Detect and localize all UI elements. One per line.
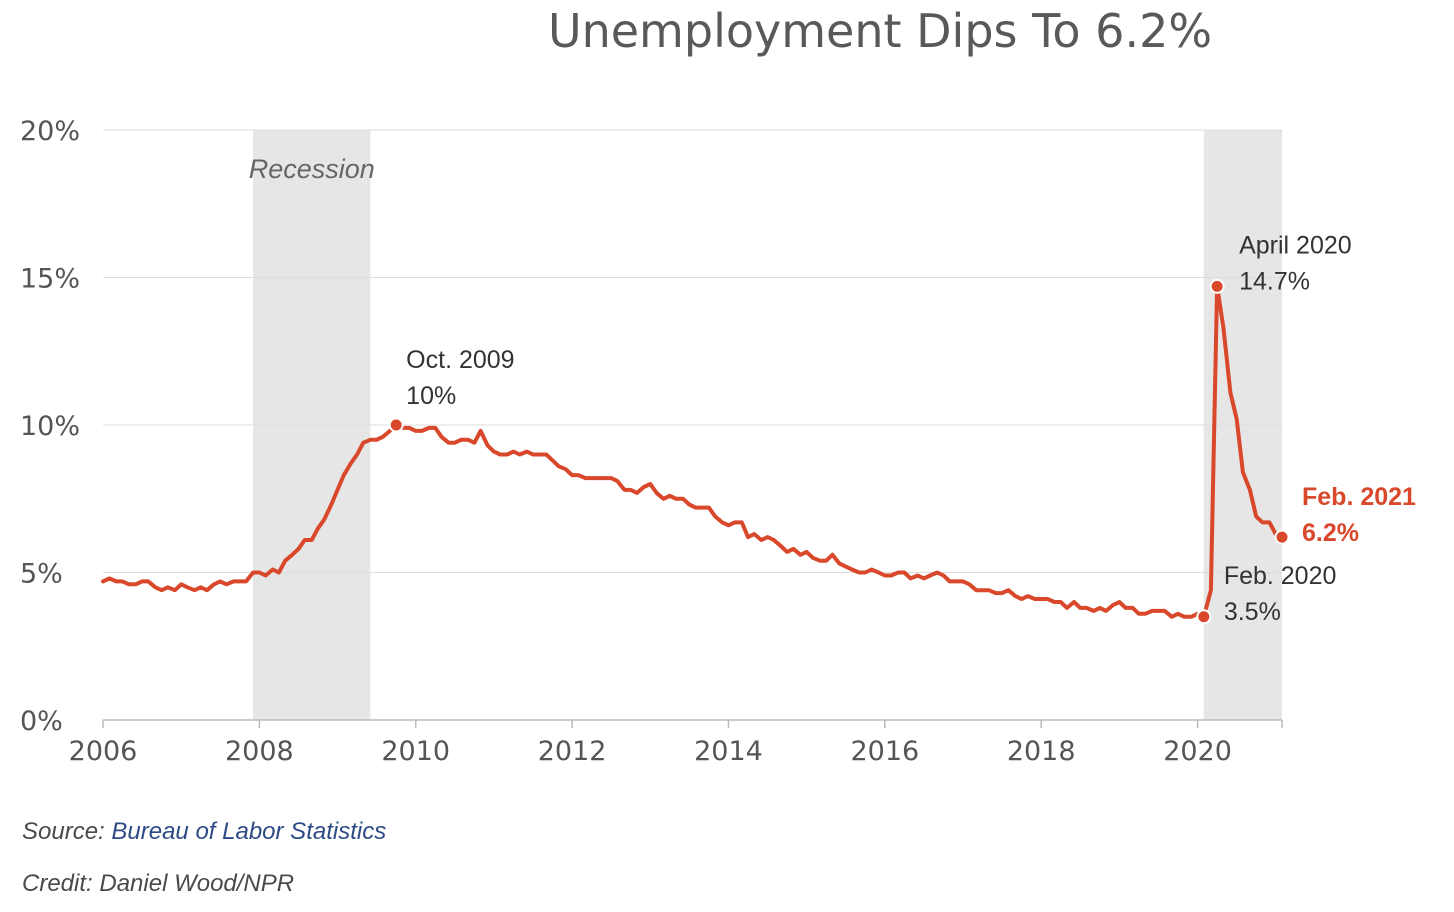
annotation-value: 3.5% (1224, 598, 1281, 626)
x-tick-label: 2018 (1007, 736, 1076, 767)
y-tick-label: 20% (20, 116, 80, 147)
gridlines (103, 129, 1282, 573)
y-tick-label: 10% (20, 411, 80, 442)
y-tick-label: 15% (20, 264, 80, 295)
source-link[interactable]: Bureau of Labor Statistics (111, 818, 387, 845)
data-point-marker (1274, 529, 1290, 545)
series-layer (101, 284, 1284, 619)
series-line (101, 284, 1284, 619)
author-credit: Credit: Daniel Wood/NPR (22, 870, 295, 897)
x-tick-label: 2020 (1163, 736, 1232, 767)
x-tick-label: 2010 (381, 736, 450, 767)
source-credit: Source: Bureau of Labor Statistics (22, 818, 386, 846)
x-tick-label: 2006 (69, 736, 138, 767)
x-tick-label: 2016 (850, 736, 919, 767)
x-tick-label: 2014 (694, 736, 763, 767)
annotation-label: Feb. 2021 (1302, 483, 1416, 511)
data-point-marker (1209, 278, 1225, 294)
data-point-marker (1196, 609, 1212, 625)
annotation-label: Feb. 2020 (1224, 562, 1337, 590)
annotation-label: Oct. 2009 (406, 346, 514, 374)
axes: 0% 5% 10% 15% 20% 2006 2008 2010 2012 2014 2016 201… (20, 116, 1283, 767)
x-tick-label: 2008 (225, 736, 294, 767)
y-tick-label: 5% (20, 559, 63, 590)
x-tick-label: 2012 (538, 736, 607, 767)
annotation-value: 14.7% (1239, 267, 1310, 295)
annotation-value: 6.2% (1302, 519, 1359, 547)
data-point-marker (388, 417, 404, 433)
shaded-region-label: Recession (249, 154, 375, 184)
source-prefix: Source: (22, 818, 112, 845)
chart-title: Unemployment Dips To 6.2% (547, 4, 1213, 58)
y-tick-label: 0% (20, 706, 63, 737)
annotation-value: 10% (406, 382, 456, 410)
annotations: Oct. 2009 10% April 2020 14.7% Feb. 2020 3.5%… (388, 231, 1416, 626)
annotation-label: April 2020 (1239, 231, 1352, 259)
